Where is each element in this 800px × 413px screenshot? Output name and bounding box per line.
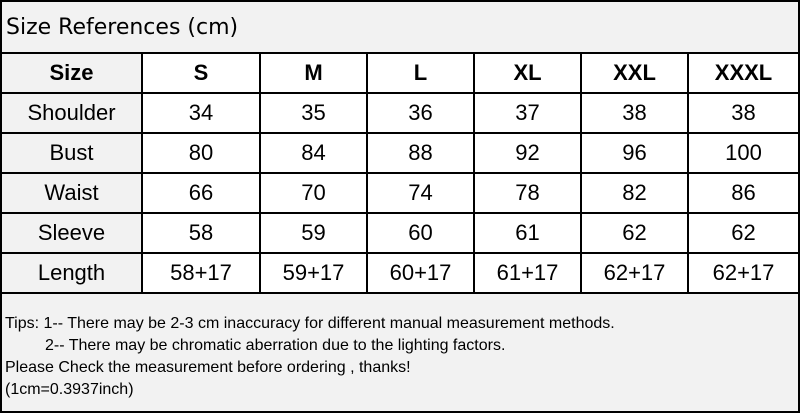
table-cell: 62+17	[580, 252, 689, 294]
table-cell: XL	[473, 52, 582, 94]
table-cell: 80	[141, 132, 261, 174]
table-cell: 62	[687, 212, 798, 254]
row-label: Shoulder	[2, 92, 143, 134]
tips: Tips: 1-- There may be 2-3 cm inaccuracy…	[5, 313, 615, 401]
table-cell: XXXL	[687, 52, 798, 94]
table-cell: 38	[580, 92, 689, 134]
table-cell: 61+17	[473, 252, 582, 294]
tip-line: Tips: 1-- There may be 2-3 cm inaccuracy…	[5, 315, 615, 332]
table-cell: 58+17	[141, 252, 261, 294]
table-row: Shoulder 34 35 36 37 38 38	[2, 92, 798, 134]
table-cell: 35	[259, 92, 368, 134]
table-cell: 34	[141, 92, 261, 134]
table-cell: 92	[473, 132, 582, 174]
tip-line: Please Check the measurement before orde…	[5, 359, 411, 376]
table-cell: 84	[259, 132, 368, 174]
table-header-row: Size S M L XL XXL XXXL	[2, 52, 798, 94]
table-cell: 100	[687, 132, 798, 174]
tip-line: (1cm=0.3937inch)	[5, 381, 134, 398]
table-cell: 70	[259, 172, 368, 214]
table-cell: S	[141, 52, 261, 94]
table-cell: 60	[366, 212, 475, 254]
table-row: Sleeve 58 59 60 61 62 62	[2, 212, 798, 254]
row-label: Waist	[2, 172, 143, 214]
table-row: Length 58+17 59+17 60+17 61+17 62+17 62+17	[2, 252, 798, 294]
table-cell: 60+17	[366, 252, 475, 294]
row-label: Length	[2, 252, 143, 294]
table-cell: 62	[580, 212, 689, 254]
table-cell: 96	[580, 132, 689, 174]
table-cell: 86	[687, 172, 798, 214]
size-table: Size S M L XL XXL XXXL Shoulder 34 35 36 37 38 38 Bust…	[2, 52, 798, 294]
tip-line: 2-- There may be chromatic aberration du…	[5, 337, 506, 354]
table-cell: 88	[366, 132, 475, 174]
table-cell: 36	[366, 92, 475, 134]
row-label: Sleeve	[2, 212, 143, 254]
table-cell: 82	[580, 172, 689, 214]
table-cell: L	[366, 52, 475, 94]
table-cell: 59+17	[259, 252, 368, 294]
table-cell: M	[259, 52, 368, 94]
table-row: Bust 80 84 88 92 96 100	[2, 132, 798, 174]
table-cell: XXL	[580, 52, 689, 94]
chart-title: Size References (cm)	[6, 15, 239, 40]
row-label: Size	[2, 52, 143, 94]
table-cell: 61	[473, 212, 582, 254]
table-cell: 58	[141, 212, 261, 254]
table-cell: 66	[141, 172, 261, 214]
table-row: Waist 66 70 74 78 82 86	[2, 172, 798, 214]
table-cell: 59	[259, 212, 368, 254]
table-cell: 37	[473, 92, 582, 134]
table-cell: 38	[687, 92, 798, 134]
row-label: Bust	[2, 132, 143, 174]
table-cell: 78	[473, 172, 582, 214]
table-cell: 62+17	[687, 252, 798, 294]
table-cell: 74	[366, 172, 475, 214]
